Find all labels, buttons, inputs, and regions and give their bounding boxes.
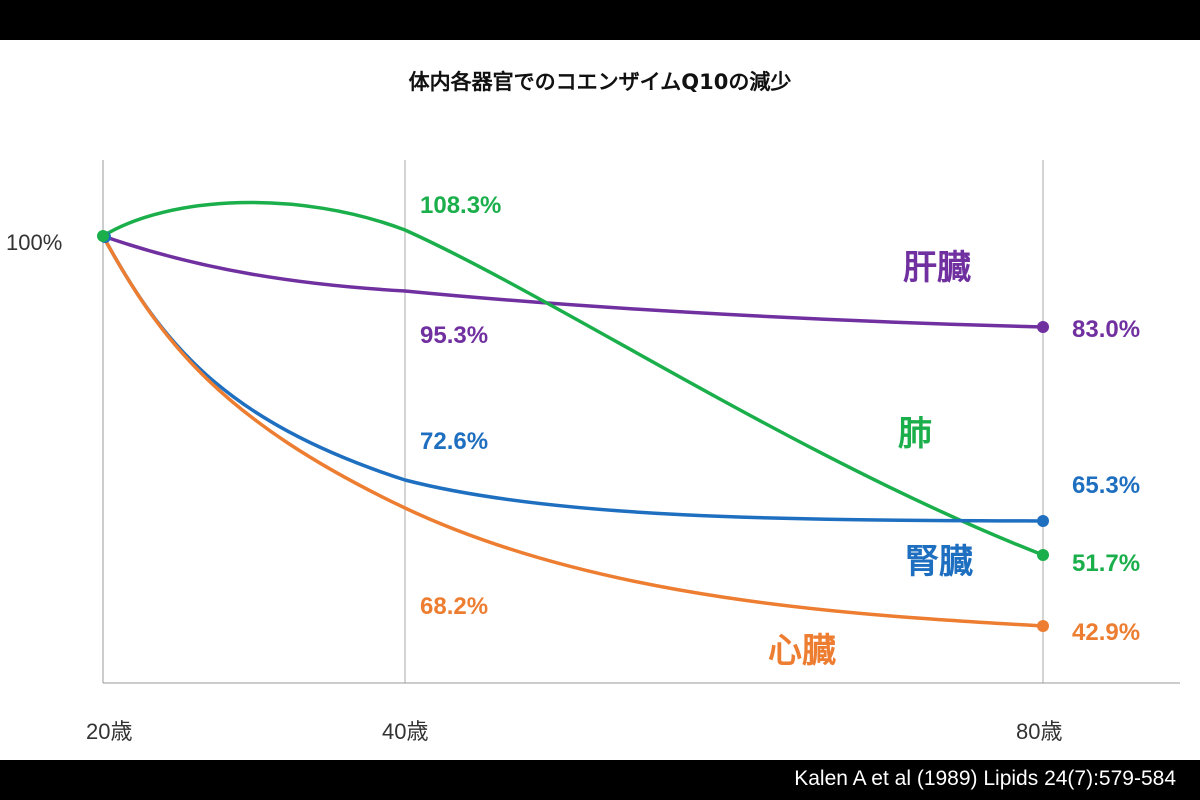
- series-line-liver: [102, 234, 1044, 329]
- label-kidney-80: 65.3%: [1072, 472, 1141, 499]
- label-heart-40: 68.2%: [420, 593, 489, 620]
- series-line-lung: [102, 200, 1044, 557]
- label-lung-40: 108.3%: [420, 192, 502, 219]
- chart-title: 体内各器官でのコエンザイムQ10の減少: [408, 70, 792, 94]
- data-point-start-1: [97, 230, 109, 242]
- label-liver-40: 95.3%: [420, 322, 489, 349]
- series-line-kidney: [101, 235, 1044, 523]
- series-name-lung: 肺: [898, 414, 932, 454]
- series-name-heart: 心臓: [768, 631, 836, 671]
- data-point-lung-80: [1037, 549, 1049, 561]
- data-point-liver-80: [1037, 321, 1049, 333]
- citation: Kalen A et al (1989) Lipids 24(7):579-58…: [794, 767, 1176, 790]
- x-tick-80: 80歳: [1016, 719, 1063, 744]
- y-tick-100: 100%: [6, 230, 63, 255]
- label-kidney-40: 72.6%: [420, 428, 489, 455]
- x-tick-20: 20歳: [86, 719, 133, 744]
- top-black-bar: [0, 0, 1200, 40]
- label-lung-80: 51.7%: [1072, 550, 1141, 577]
- data-point-heart-80: [1037, 620, 1049, 632]
- series-line-heart: [101, 235, 1044, 628]
- series-name-kidney: 腎臓: [905, 542, 973, 582]
- series-name-liver: 肝臓: [903, 248, 971, 288]
- x-tick-40: 40歳: [382, 719, 429, 744]
- label-liver-80: 83.0%: [1072, 316, 1141, 343]
- data-point-kidney-80: [1037, 515, 1049, 527]
- label-heart-80: 42.9%: [1072, 619, 1141, 646]
- bottom-black-bar: [0, 760, 1200, 800]
